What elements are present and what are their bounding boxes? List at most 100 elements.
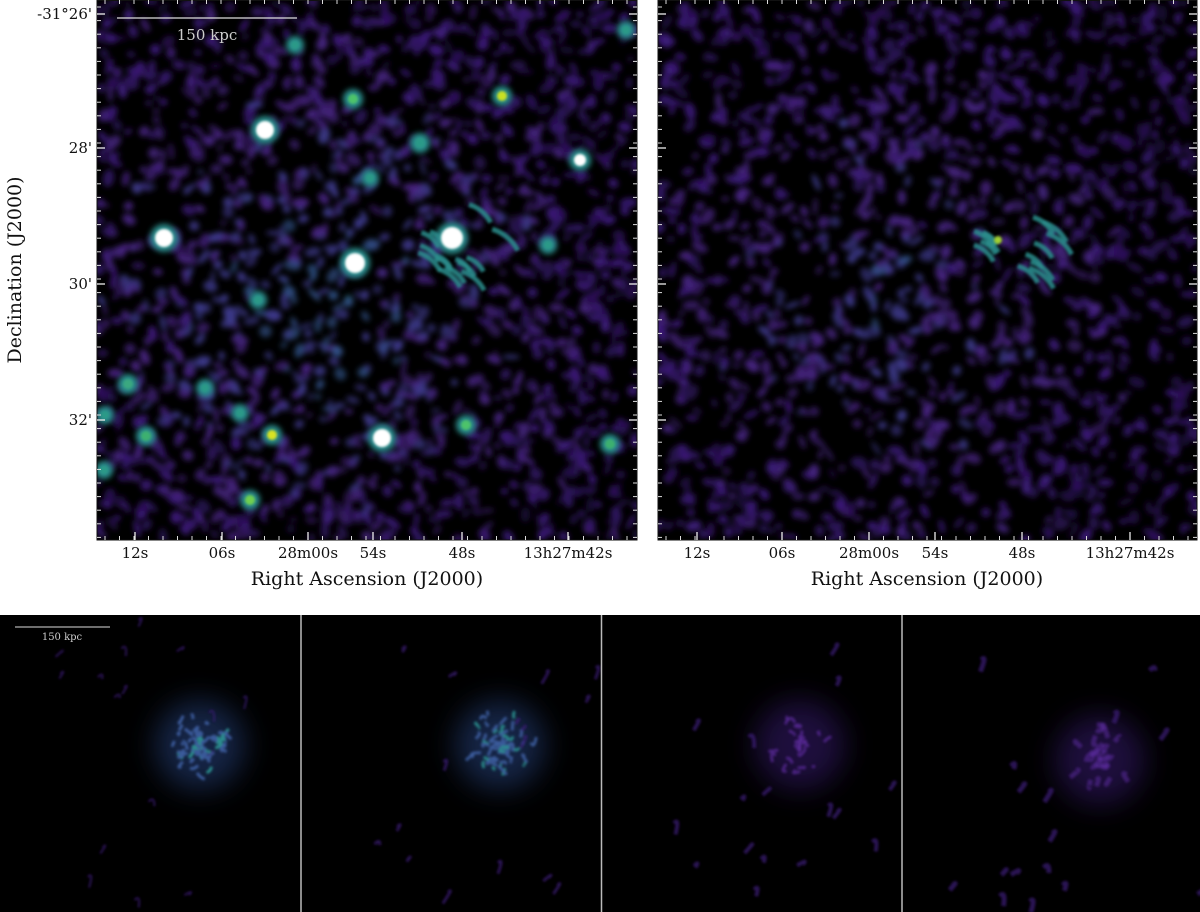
noise-blob [630, 159, 637, 169]
noise-blob [271, 498, 280, 512]
worm [803, 743, 810, 749]
noise-blob [290, 316, 297, 328]
noise-blob [757, 386, 768, 398]
noise-blob [328, 356, 340, 366]
noise-blob [120, 461, 131, 470]
noise-blob [570, 62, 578, 76]
worm [593, 665, 601, 680]
noise-blob [1080, 398, 1093, 408]
noise-blob [210, 163, 223, 174]
noise-blob [721, 137, 732, 148]
worms [54, 617, 248, 908]
x-tick-label: 06s [769, 544, 796, 562]
noise-blob [201, 87, 211, 99]
noise-blob [1143, 174, 1157, 191]
noise-blob [806, 381, 814, 392]
noise-blob [1165, 459, 1172, 464]
noise-blob [669, 98, 685, 107]
noise-blob [841, 344, 852, 352]
noise-blob [537, 513, 550, 528]
noise-blob [404, 5, 414, 15]
noise-blob [940, 244, 952, 260]
noise-blob [363, 413, 373, 424]
worm [509, 756, 514, 764]
noise-blob [408, 197, 415, 204]
noise-blob [846, 501, 856, 519]
noise-blob [686, 508, 695, 517]
noise-blob [1082, 214, 1093, 230]
noise-blob [286, 253, 300, 262]
x-tick-label: 48s [1009, 544, 1036, 562]
noise-blob [205, 461, 212, 469]
noise-blob [409, 35, 427, 44]
worm [743, 842, 755, 855]
noise-blob [974, 91, 981, 98]
noise-blob [549, 302, 565, 313]
noise-blob [922, 402, 936, 414]
noise-blob [1036, 359, 1048, 374]
noise-blob [1150, 240, 1166, 254]
noise-blob [377, 326, 386, 341]
noise-blob [367, 478, 378, 490]
worm [796, 859, 807, 868]
noise-blob [105, 223, 117, 237]
noise-blob [780, 359, 788, 368]
noise-blob [738, 112, 755, 124]
noise-blob [966, 356, 976, 366]
noise-blob [1085, 391, 1094, 400]
noise-blob [722, 467, 731, 475]
noise-blob [928, 86, 936, 104]
noise-blob [390, 177, 401, 187]
noise-blob [126, 202, 134, 211]
noise-blob [130, 360, 142, 372]
noise-blob [480, 521, 494, 533]
noise-blob [475, 444, 482, 454]
noise-blob [945, 74, 954, 84]
noise-blob [877, 387, 890, 403]
noise-blob [516, 15, 526, 30]
noise-blob [425, 14, 433, 22]
noise-blob [106, 19, 118, 25]
noise-blob [136, 510, 147, 520]
noise-blob [433, 26, 440, 38]
noise-blob [705, 277, 722, 284]
worm [189, 757, 196, 764]
noise-blob [154, 164, 164, 176]
noise-blob [238, 176, 247, 189]
noise-blob [183, 183, 196, 195]
noise-blob [334, 367, 347, 381]
noise-blob [704, 162, 712, 179]
noise-blob [402, 442, 414, 451]
noise-blob [307, 392, 314, 402]
noise-blob [889, 382, 907, 390]
noise-blob [447, 93, 462, 106]
noise-blob [756, 219, 768, 229]
noise-blob [906, 136, 912, 146]
noise-blob [608, 144, 620, 156]
noise-blob [710, 477, 720, 488]
noise-blob [723, 76, 731, 84]
noise-blob [919, 439, 932, 449]
noise-blob [931, 294, 942, 307]
noise-blob [929, 178, 942, 189]
noise-blob [161, 484, 171, 498]
noise-blob [835, 529, 846, 539]
noise-blob [532, 304, 543, 321]
noise-blob [766, 103, 779, 116]
worm [447, 671, 458, 679]
noise-blob [1102, 17, 1118, 28]
noise-blob [229, 254, 239, 262]
noise-blob [582, 373, 593, 383]
noise-blob [1130, 35, 1139, 41]
noise-blob [778, 415, 790, 427]
noise-blob [1066, 319, 1080, 329]
noise-blob [1054, 412, 1071, 424]
noise-blob [210, 251, 220, 260]
noise-blob [326, 54, 338, 66]
noise-blob [682, 167, 694, 176]
noise-blob [679, 11, 687, 29]
noise-blob [993, 15, 1006, 28]
noise-blob [834, 352, 844, 363]
noise-blob [181, 326, 192, 337]
noise-blob [554, 23, 565, 35]
